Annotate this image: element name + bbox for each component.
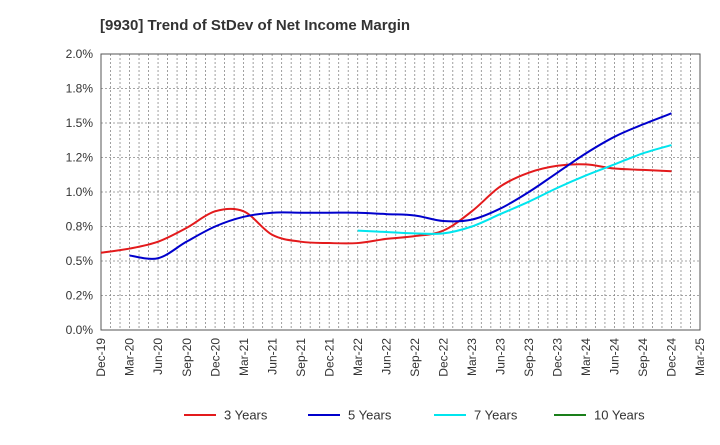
x-tick-label: Mar-24: [579, 338, 593, 376]
legend-label-7-years: 7 Years: [474, 408, 518, 423]
x-tick-label: Mar-22: [351, 338, 365, 376]
y-tick-label: 2.0%: [66, 47, 94, 61]
y-tick-label: 1.2%: [66, 151, 94, 165]
y-tick-label: 0.5%: [66, 254, 94, 268]
x-tick-label: Jun-22: [379, 338, 393, 375]
legend-label-10-years: 10 Years: [594, 408, 645, 423]
x-tick-label: Dec-22: [436, 338, 450, 377]
series-line-3-years: [100, 163, 672, 254]
series-lines: [100, 112, 672, 260]
x-tick-label: Dec-19: [94, 338, 108, 377]
legend-label-3-years: 3 Years: [224, 408, 268, 423]
x-tick-label: Dec-20: [208, 338, 222, 377]
x-tick-label: Dec-24: [665, 338, 679, 377]
series-line-7-years: [357, 144, 672, 235]
x-tick-label: Sep-22: [408, 338, 422, 377]
x-tick-label: Mar-23: [465, 338, 479, 376]
x-tick-label: Mar-21: [237, 338, 251, 376]
x-tick-label: Jun-23: [494, 338, 508, 375]
chart-title: [9930] Trend of StDev of Net Income Marg…: [100, 17, 410, 34]
x-tick-label: Mar-20: [123, 338, 137, 376]
y-tick-label: 0.2%: [66, 289, 94, 303]
plot-area: [101, 54, 700, 330]
x-tick-label: Sep-21: [294, 338, 308, 377]
y-tick-label: 0.8%: [66, 220, 94, 234]
x-tick-label: Jun-24: [608, 338, 622, 375]
series-line-5-years: [129, 112, 672, 260]
y-tick-label: 1.0%: [66, 185, 94, 199]
x-axis-ticks: Dec-19 Mar-20 Jun-20 Sep-20 Dec-20 Mar-21 Jun-…: [94, 338, 707, 377]
y-tick-label: 1.8%: [66, 82, 94, 96]
x-tick-label: Sep-23: [522, 338, 536, 377]
x-tick-label: Sep-20: [180, 338, 194, 377]
x-tick-label: Dec-23: [551, 338, 565, 377]
x-tick-label: Jun-21: [265, 338, 279, 375]
x-tick-label: Sep-24: [636, 338, 650, 377]
x-tick-label: Dec-21: [322, 338, 336, 377]
x-tick-label: Mar-25: [693, 338, 707, 376]
plot-border: [100, 53, 701, 331]
legend: 3 Years 5 Years 7 Years 10 Years: [184, 408, 645, 423]
legend-label-5-years: 5 Years: [348, 408, 392, 423]
x-tick-label: Jun-20: [151, 338, 165, 375]
y-tick-label: 1.5%: [66, 116, 94, 130]
y-tick-label: 0.0%: [66, 323, 94, 337]
y-axis-ticks: 0.0% 0.2% 0.5% 0.8% 1.0% 1.2% 1.5% 1.8% 2.0%: [66, 47, 94, 337]
grid-lines: [100, 53, 701, 331]
